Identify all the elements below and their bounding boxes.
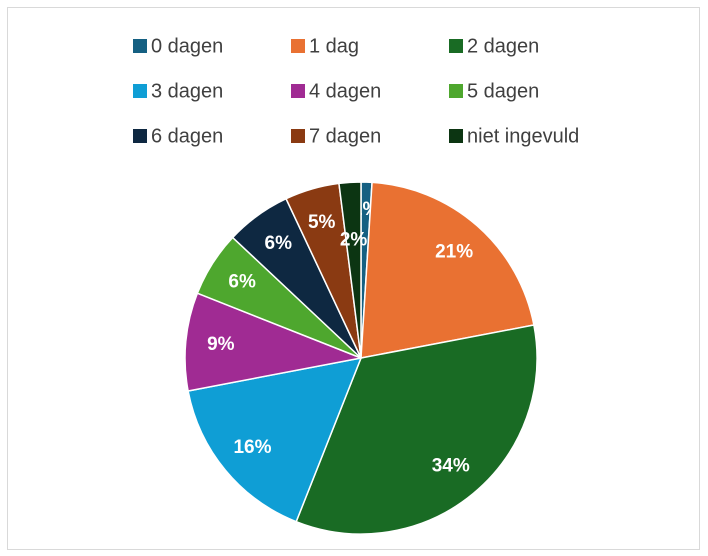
data-label: 34% [432, 456, 470, 477]
data-label: 16% [233, 437, 271, 458]
legend-swatch [449, 39, 463, 53]
legend-label: 7 dagen [309, 125, 381, 147]
pie-slice [187, 357, 363, 523]
data-label: 5% [308, 212, 336, 233]
legend-swatch [449, 129, 463, 143]
data-label: 9% [207, 334, 235, 355]
data-label: 6% [265, 233, 293, 254]
legend-swatch [133, 39, 147, 53]
legend-label: 3 dagen [151, 80, 223, 102]
legend-label: niet ingevuld [467, 125, 579, 147]
data-label: 6% [228, 272, 256, 293]
legend-swatch [291, 129, 305, 143]
legend-label: 5 dagen [467, 80, 539, 102]
pie-slice [360, 181, 535, 359]
legend-swatch [449, 84, 463, 98]
legend-swatch [291, 39, 305, 53]
pie-slice [295, 324, 538, 535]
legend-swatch [291, 84, 305, 98]
data-label: 21% [435, 241, 473, 262]
legend-label: 6 dagen [151, 125, 223, 147]
legend-swatch [133, 84, 147, 98]
pie-slice [338, 181, 362, 359]
data-label: 2% [340, 229, 368, 250]
legend-label: 2 dagen [467, 35, 539, 57]
pie-slice [184, 292, 364, 392]
legend-label: 4 dagen [309, 80, 381, 102]
legend-label: 1 dag [309, 35, 359, 57]
legend-label: 0 dagen [151, 35, 223, 57]
legend-swatch [133, 129, 147, 143]
